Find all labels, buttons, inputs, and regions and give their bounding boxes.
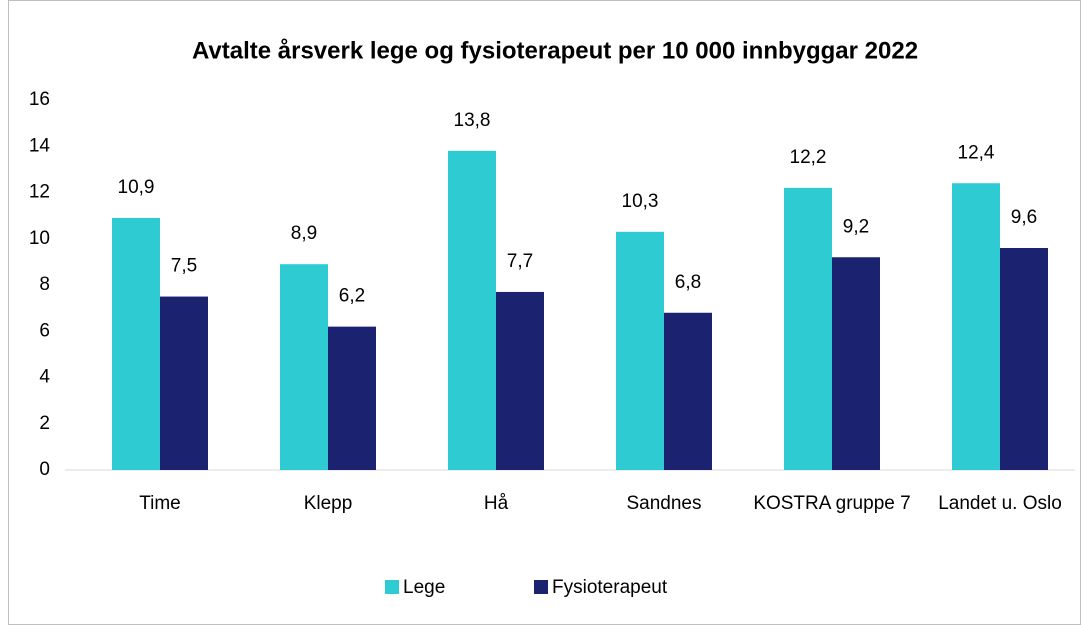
y-tick-label: 16 [29,89,50,110]
x-tick-label: Klepp [304,493,353,514]
bar [952,183,1000,470]
data-label: 7,5 [171,256,197,277]
bar [664,312,712,470]
y-tick-label: 10 [29,228,50,249]
y-tick-label: 14 [29,135,51,156]
bar [616,231,664,470]
data-label: 12,2 [790,147,827,168]
data-label: 9,2 [843,216,869,237]
y-tick-label: 12 [29,182,50,203]
data-label: 10,9 [118,177,155,198]
x-tick-label: Hå [484,493,509,514]
y-tick-label: 2 [39,413,50,434]
data-label: 9,6 [1011,207,1037,228]
chart-title: Avtalte årsverk lege og fysioterapeut pe… [192,37,918,64]
x-tick-label: Landet u. Oslo [938,493,1062,514]
bar [448,150,496,470]
x-tick-label: KOSTRA gruppe 7 [753,493,910,514]
data-label: 6,2 [339,286,365,307]
bar [1000,248,1048,470]
bar [784,187,832,470]
y-tick-label: 6 [39,320,50,341]
bar [112,217,160,470]
legend-swatch [534,580,548,594]
y-tick-label: 8 [39,274,50,295]
legend-swatch [385,580,399,594]
data-label: 7,7 [507,251,533,272]
bar [328,326,376,470]
legend-label: Fysioterapeut [552,577,668,598]
y-tick-label: 4 [39,367,50,388]
data-label: 8,9 [291,223,317,244]
bar [280,264,328,470]
x-tick-label: Time [139,493,181,514]
data-label: 12,4 [958,142,995,163]
y-tick-label: 0 [39,459,50,480]
legend-label: Lege [403,577,445,598]
data-label: 10,3 [622,191,659,212]
data-label: 6,8 [675,272,701,293]
bar [496,291,544,470]
data-label: 13,8 [454,110,491,131]
bar [832,257,880,470]
x-tick-label: Sandnes [626,493,701,514]
bar [160,296,208,470]
